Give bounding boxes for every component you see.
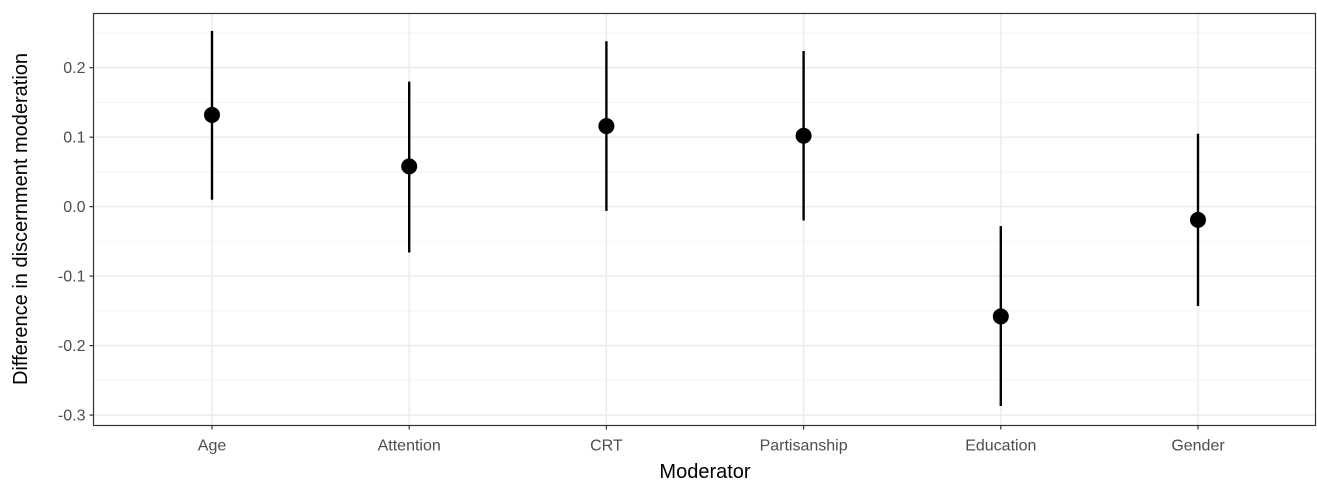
y-tick-label: -0.3 [58,408,86,425]
y-tick-label: 0.0 [63,199,85,216]
x-tick-label: Education [965,438,1036,455]
point-partisanship [795,127,812,144]
y-axis: -0.3 -0.2 -0.1 0.0 0.1 0.2 [58,60,94,425]
point-attention [401,158,418,175]
x-tick-label: CRT [590,438,623,455]
point-age [204,106,220,123]
x-axis-title: Moderator [659,461,750,483]
y-tick-label: 0.1 [63,130,85,147]
point-education [992,308,1009,325]
y-axis-title: Difference in discernment moderation [10,53,32,385]
panel-border [92,12,1317,427]
point-crt [598,118,615,135]
y-tick-label: -0.1 [58,269,86,286]
x-axis: Age Attention CRT Partisanship Education Gend… [198,425,1225,455]
y-tick-label: -0.2 [58,338,86,355]
x-tick-label: Gender [1171,438,1225,455]
minor-gridlines [93,32,1316,381]
data-marks [204,30,1206,407]
x-tick-label: Attention [378,438,441,455]
x-tick-label: Partisanship [760,438,848,455]
x-tick-label: Age [198,438,227,455]
y-tick-label: 0.2 [63,60,85,77]
point-gender [1190,211,1206,228]
